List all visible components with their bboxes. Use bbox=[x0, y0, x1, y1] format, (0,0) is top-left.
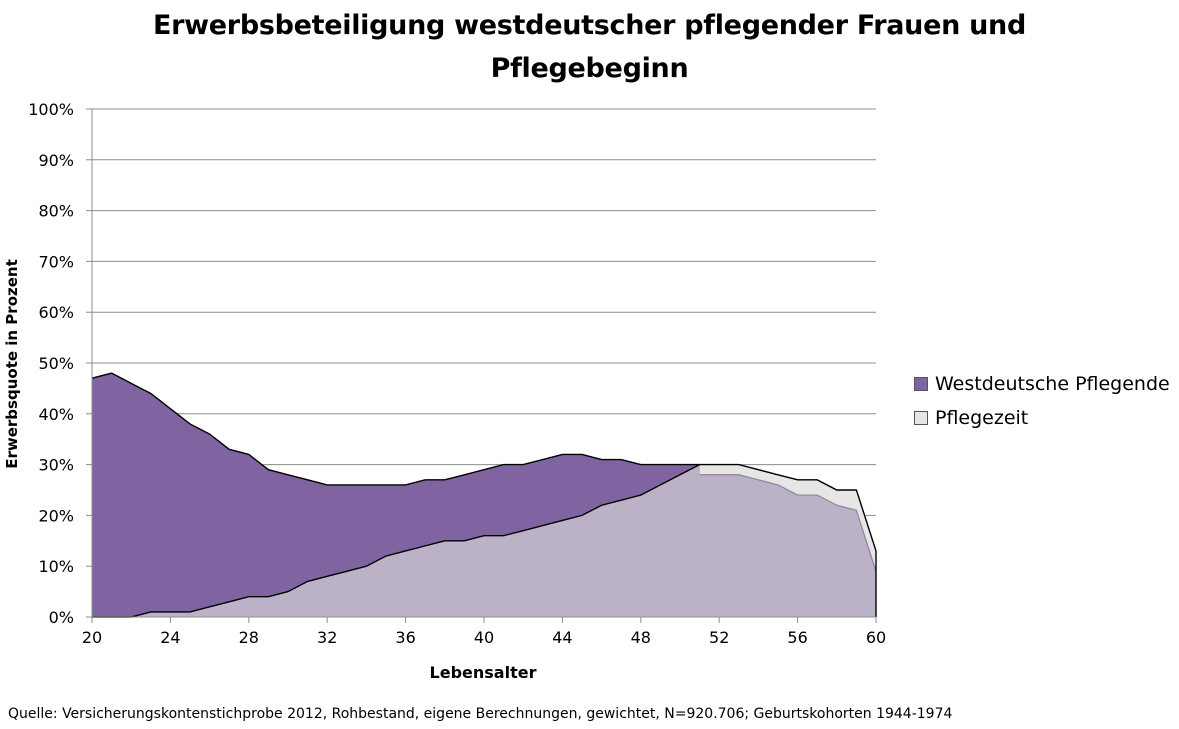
tick-labels: 0% 10% 20% 30% 40% 50% 60% 70% 80% 90% 100% 20 24 28 3… bbox=[28, 100, 886, 647]
x-tick-label: 40 bbox=[474, 628, 494, 647]
line-westdeutsche-pflegende bbox=[91, 372, 700, 486]
axes bbox=[86, 108, 877, 623]
x-tick-label: 60 bbox=[866, 628, 886, 647]
x-tick-label: 28 bbox=[239, 628, 259, 647]
area-overlap bbox=[92, 464, 700, 617]
x-axis-label: Lebensalter bbox=[429, 663, 537, 682]
y-tick-label: 20% bbox=[38, 506, 74, 525]
y-tick-label: 90% bbox=[38, 151, 74, 170]
legend-item-pflegezeit: Pflegezeit bbox=[914, 401, 1170, 435]
legend-label-pflegezeit: Pflegezeit bbox=[935, 407, 1029, 429]
x-tick-label: 24 bbox=[160, 628, 180, 647]
y-axis-label: Erwerbsquote in Prozent bbox=[3, 259, 21, 469]
y-tick-label: 30% bbox=[38, 456, 74, 475]
x-tick-label: 48 bbox=[631, 628, 651, 647]
y-tick-label: 60% bbox=[38, 303, 74, 322]
legend-item-westdeutsche-pflegende: Westdeutsche Pflegende bbox=[914, 367, 1170, 401]
x-tick-label: 32 bbox=[317, 628, 337, 647]
legend-label-westdeutsche-pflegende: Westdeutsche Pflegende bbox=[935, 373, 1170, 395]
y-tick-label: 80% bbox=[38, 202, 74, 221]
y-tick-label: 100% bbox=[28, 100, 74, 119]
y-tick-label: 50% bbox=[38, 354, 74, 373]
x-tick-label: 44 bbox=[552, 628, 572, 647]
line-pflegezeit bbox=[92, 463, 877, 618]
y-tick-label: 40% bbox=[38, 405, 74, 424]
source-note: Quelle: Versicherungskontenstichprobe 20… bbox=[8, 706, 953, 722]
area-overlap-after bbox=[699, 474, 876, 617]
x-tick-label: 20 bbox=[82, 628, 102, 647]
y-tick-label: 0% bbox=[49, 608, 74, 627]
legend-swatch-westdeutsche-pflegende bbox=[914, 377, 928, 391]
x-tick-label: 56 bbox=[787, 628, 807, 647]
chart-title-line-1: Erwerbsbeteiligung westdeutscher pflegen… bbox=[152, 10, 1026, 41]
line-overlap-after bbox=[699, 474, 877, 572]
x-tick-label: 36 bbox=[395, 628, 415, 647]
legend: Westdeutsche Pflegende Pflegezeit bbox=[914, 367, 1170, 435]
chart-title-line-2: Pflegebeginn bbox=[490, 53, 689, 84]
y-tick-label: 70% bbox=[38, 252, 74, 271]
data-areas bbox=[91, 372, 877, 618]
gridlines bbox=[92, 108, 876, 567]
chart-title: Erwerbsbeteiligung westdeutscher pflegen… bbox=[0, 4, 1179, 90]
legend-swatch-pflegezeit bbox=[914, 411, 928, 425]
y-tick-label: 10% bbox=[38, 557, 74, 576]
x-tick-label: 52 bbox=[709, 628, 729, 647]
